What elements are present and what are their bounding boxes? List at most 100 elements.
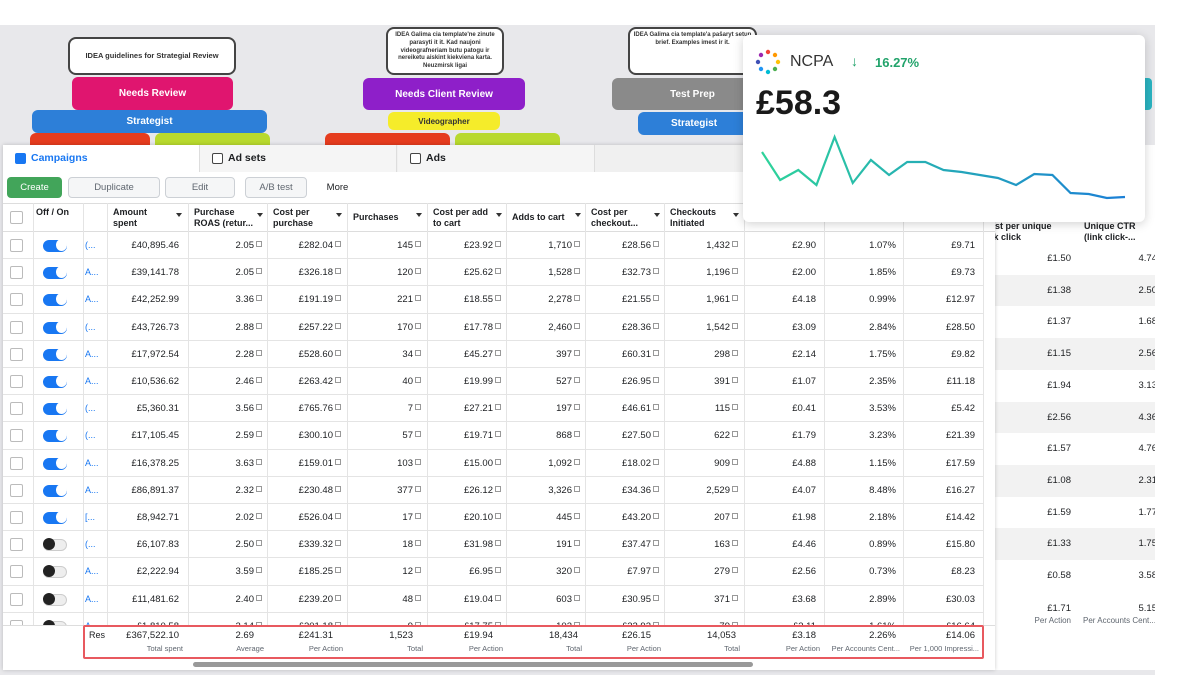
info-icon (415, 458, 421, 465)
campaign-name[interactable]: (... (85, 321, 96, 332)
campaign-name[interactable]: A... (85, 294, 99, 305)
column-header: Adds to cart (512, 212, 565, 222)
info-icon (335, 431, 341, 438)
tab[interactable]: Campaigns (3, 145, 200, 172)
toolbar-button[interactable]: Edit (165, 177, 235, 198)
info-icon (574, 404, 580, 411)
info-icon (653, 295, 659, 302)
cell: £37.47 (621, 539, 651, 551)
cell: £8.23 (951, 566, 975, 578)
info-icon (335, 540, 341, 547)
sort-caret (336, 213, 342, 217)
toggle-knob (56, 239, 67, 251)
cell: £282.04 (298, 240, 333, 251)
column-divider (427, 203, 428, 645)
column-header: Unique CTR (link click-... (1084, 221, 1136, 242)
total-caption: Per Action (1034, 616, 1071, 625)
cell: 163 (714, 539, 730, 551)
campaign-name[interactable]: [... (85, 512, 96, 522)
info-icon (732, 485, 738, 492)
checkbox[interactable] (10, 565, 23, 579)
info-icon (495, 458, 501, 465)
campaign-name[interactable]: A... (85, 348, 99, 359)
tab[interactable]: Ad sets (200, 145, 397, 172)
toolbar-button[interactable]: A/B test (245, 177, 307, 198)
cell: £40,895.46 (131, 240, 179, 251)
info-icon (574, 540, 580, 547)
column-header: Checkouts Initiated (670, 207, 717, 228)
column-header: Cost per unique link click (995, 221, 1052, 242)
campaign-name[interactable]: A... (85, 484, 99, 495)
campaign-name[interactable]: A... (85, 566, 99, 577)
table-row (3, 259, 983, 287)
cell: 320 (556, 566, 572, 578)
checkbox[interactable] (10, 239, 23, 252)
campaign-name[interactable]: (... (85, 539, 96, 550)
cell: £19.99 (463, 376, 493, 387)
cell: £239.20 (298, 593, 333, 605)
checkbox[interactable] (10, 538, 23, 552)
checkbox[interactable] (10, 592, 23, 606)
campaign-name[interactable]: (... (85, 240, 96, 250)
cell: 1.75 (1138, 538, 1156, 550)
cell: 0.99% (869, 294, 896, 306)
campaign-name[interactable]: (... (85, 430, 96, 441)
toolbar-button[interactable]: More (326, 182, 349, 193)
cell: £5.42 (951, 403, 975, 415)
checkbox[interactable] (10, 511, 23, 524)
cell: £185.25 (298, 566, 333, 578)
tab-icon (15, 153, 26, 164)
cell: 2.05 (235, 240, 255, 251)
cell: 12 (402, 566, 413, 578)
cell: 1,432 (706, 240, 730, 251)
cell: 3.53% (869, 403, 896, 415)
checkbox[interactable] (10, 320, 23, 334)
info-icon (335, 404, 341, 411)
cell: £3.68 (792, 593, 816, 605)
checkbox[interactable] (10, 266, 23, 280)
campaign-name[interactable]: (... (85, 403, 96, 414)
checkbox[interactable] (10, 402, 23, 416)
total-caption: Per Accounts Cent... (1083, 616, 1155, 625)
checkbox[interactable] (10, 429, 23, 443)
checkbox[interactable] (10, 293, 23, 307)
campaign-name[interactable]: A... (85, 593, 99, 604)
cell: £4.18 (792, 294, 816, 306)
info-icon (256, 431, 262, 438)
totals-label: Res (89, 630, 106, 640)
info-icon (495, 513, 501, 519)
cell: 34 (402, 348, 413, 360)
toolbar-button[interactable]: Create (7, 177, 62, 198)
cell: £4.46 (792, 539, 816, 551)
info-icon (653, 322, 659, 329)
checkbox[interactable] (10, 347, 23, 361)
cell: 3.58 (1138, 570, 1156, 581)
cell: £2.56 (1047, 411, 1071, 423)
checkbox[interactable] (10, 483, 23, 497)
cell: £28.56 (621, 240, 651, 251)
total-value: £241.31 (298, 630, 333, 641)
cell: £8,942.71 (136, 512, 179, 523)
tab[interactable]: Ads (398, 145, 595, 172)
campaign-name[interactable]: A... (85, 457, 99, 468)
column-divider (83, 203, 84, 645)
info-icon (574, 241, 580, 247)
cell: 120 (397, 267, 413, 279)
cell: £18.02 (621, 457, 651, 469)
sort-caret (176, 213, 182, 217)
campaign-name[interactable]: A... (85, 376, 99, 386)
total-caption: Total spent (146, 644, 183, 653)
campaign-name[interactable]: A... (85, 267, 99, 278)
checkbox[interactable] (10, 456, 23, 470)
toolbar-button[interactable]: Duplicate (68, 177, 160, 198)
cell: 371 (714, 593, 730, 605)
info-icon (335, 241, 341, 247)
info-icon (732, 241, 738, 247)
cell: £9.82 (951, 348, 975, 360)
checkbox[interactable] (10, 375, 23, 388)
cell: £39,141.78 (131, 267, 179, 279)
info-icon (415, 295, 421, 302)
cell: 2.35% (869, 376, 896, 387)
side-row (995, 528, 1155, 560)
cell: £339.32 (298, 539, 333, 551)
